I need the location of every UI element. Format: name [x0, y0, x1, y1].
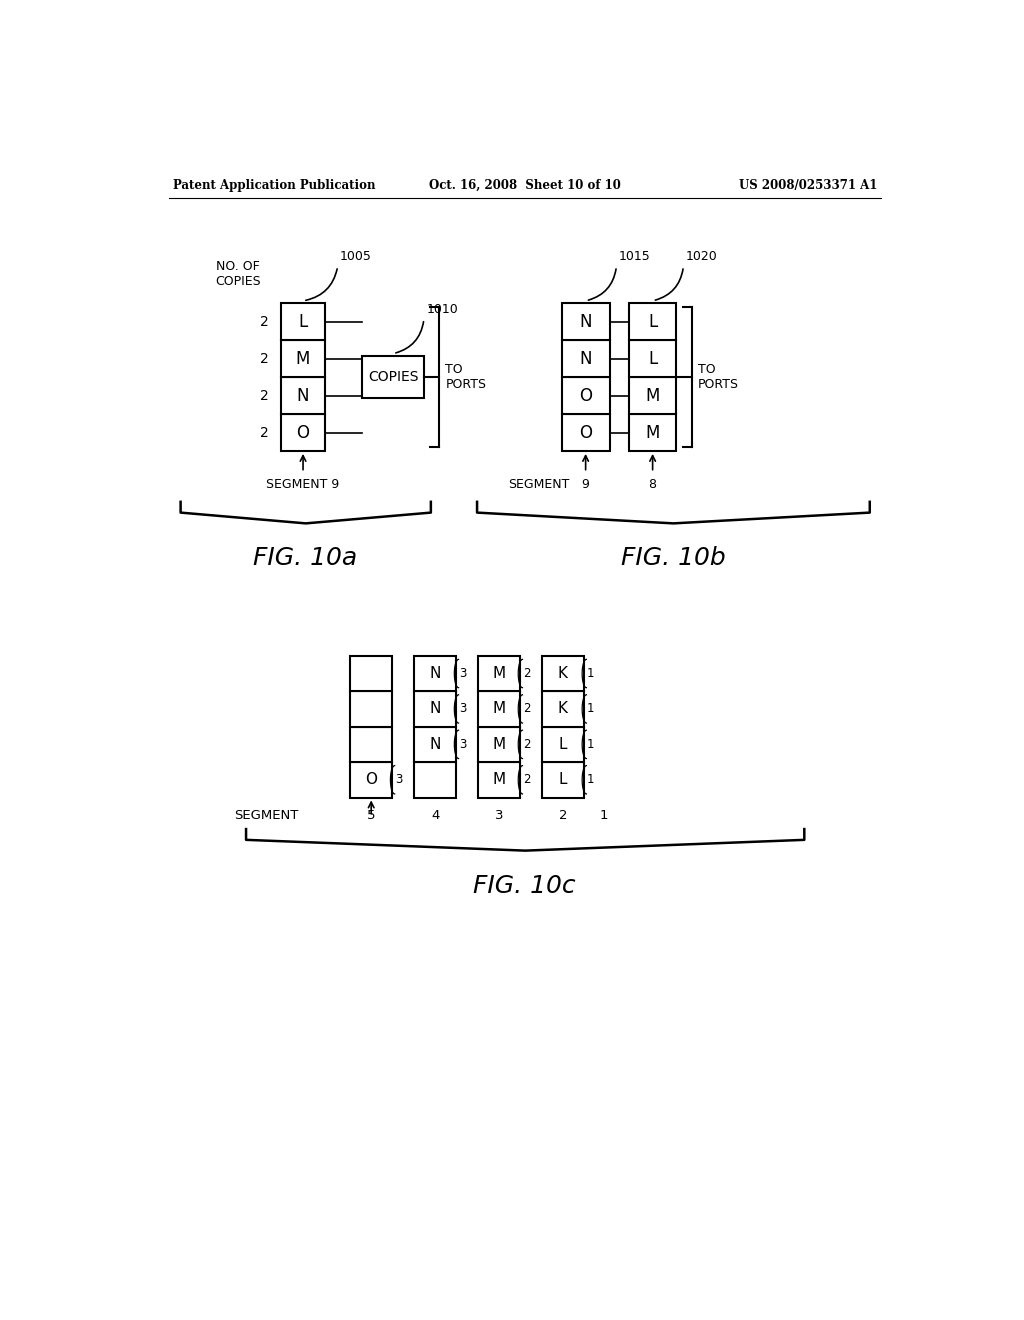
Text: N: N: [429, 701, 440, 717]
Text: 1020: 1020: [686, 249, 718, 263]
Text: 3: 3: [460, 702, 467, 715]
Text: 2: 2: [260, 314, 269, 329]
Bar: [629, 378, 677, 414]
Bar: [562, 414, 609, 451]
Text: US 2008/0253371 A1: US 2008/0253371 A1: [739, 178, 878, 191]
Text: 2: 2: [260, 388, 269, 403]
Bar: [414, 692, 457, 726]
Bar: [350, 762, 392, 797]
Text: SEGMENT: SEGMENT: [508, 478, 569, 491]
Text: M: M: [493, 737, 506, 752]
Text: M: M: [493, 667, 506, 681]
Text: 1: 1: [600, 809, 608, 822]
Text: 2: 2: [260, 425, 269, 440]
Bar: [281, 341, 326, 378]
Bar: [542, 762, 584, 797]
Text: SEGMENT 9: SEGMENT 9: [266, 478, 340, 491]
Text: Oct. 16, 2008  Sheet 10 of 10: Oct. 16, 2008 Sheet 10 of 10: [429, 178, 621, 191]
Text: L: L: [559, 737, 567, 752]
Bar: [281, 304, 326, 341]
Text: 2: 2: [260, 351, 269, 366]
Text: M: M: [645, 387, 659, 404]
Text: O: O: [580, 424, 592, 441]
Text: 1: 1: [587, 667, 595, 680]
Text: 3: 3: [460, 667, 467, 680]
Bar: [281, 414, 326, 451]
Bar: [562, 341, 609, 378]
Text: SEGMENT: SEGMENT: [234, 809, 298, 822]
Text: 2: 2: [523, 774, 530, 787]
Bar: [414, 762, 457, 797]
Text: K: K: [558, 667, 568, 681]
Text: 2: 2: [523, 667, 530, 680]
Text: FIG. 10b: FIG. 10b: [621, 546, 726, 570]
Text: Patent Application Publication: Patent Application Publication: [173, 178, 376, 191]
Bar: [478, 762, 520, 797]
Text: 3: 3: [395, 774, 402, 787]
Text: N: N: [429, 667, 440, 681]
Bar: [542, 692, 584, 726]
Text: N: N: [429, 737, 440, 752]
Bar: [542, 726, 584, 762]
Bar: [562, 304, 609, 341]
Bar: [478, 726, 520, 762]
Text: 9: 9: [582, 478, 590, 491]
Text: N: N: [580, 313, 592, 330]
Text: O: O: [297, 424, 309, 441]
Text: 2: 2: [559, 809, 567, 822]
Text: M: M: [296, 350, 310, 367]
Bar: [629, 304, 677, 341]
Text: O: O: [580, 387, 592, 404]
Text: TO
PORTS: TO PORTS: [698, 363, 739, 391]
Text: COPIES: COPIES: [368, 370, 419, 384]
Text: N: N: [580, 350, 592, 367]
Text: 1015: 1015: [618, 249, 650, 263]
Text: M: M: [645, 424, 659, 441]
Text: 1: 1: [587, 738, 595, 751]
Bar: [350, 692, 392, 726]
Text: N: N: [297, 387, 309, 404]
Text: M: M: [493, 701, 506, 717]
Text: 2: 2: [523, 702, 530, 715]
Text: 3: 3: [495, 809, 503, 822]
Text: L: L: [559, 772, 567, 787]
Bar: [414, 726, 457, 762]
Text: FIG. 10a: FIG. 10a: [253, 546, 357, 570]
Text: FIG. 10c: FIG. 10c: [473, 874, 577, 898]
Text: NO. OF
COPIES: NO. OF COPIES: [215, 260, 261, 288]
Bar: [350, 656, 392, 692]
Bar: [542, 656, 584, 692]
Text: 2: 2: [523, 738, 530, 751]
Bar: [562, 378, 609, 414]
Bar: [478, 692, 520, 726]
Bar: [629, 341, 677, 378]
Text: L: L: [298, 313, 307, 330]
Text: 4: 4: [431, 809, 439, 822]
Text: 1010: 1010: [426, 302, 458, 315]
Text: O: O: [366, 772, 377, 787]
Bar: [478, 656, 520, 692]
Text: 1005: 1005: [340, 249, 372, 263]
Text: 3: 3: [460, 738, 467, 751]
Bar: [362, 356, 424, 399]
Bar: [350, 726, 392, 762]
Text: 1: 1: [587, 774, 595, 787]
Text: 5: 5: [367, 809, 376, 822]
Bar: [414, 656, 457, 692]
Text: 8: 8: [648, 478, 656, 491]
Text: K: K: [558, 701, 568, 717]
Bar: [629, 414, 677, 451]
Text: L: L: [648, 313, 657, 330]
Bar: [281, 378, 326, 414]
Text: 1: 1: [587, 702, 595, 715]
Text: L: L: [648, 350, 657, 367]
Text: TO
PORTS: TO PORTS: [445, 363, 486, 391]
Text: M: M: [493, 772, 506, 787]
